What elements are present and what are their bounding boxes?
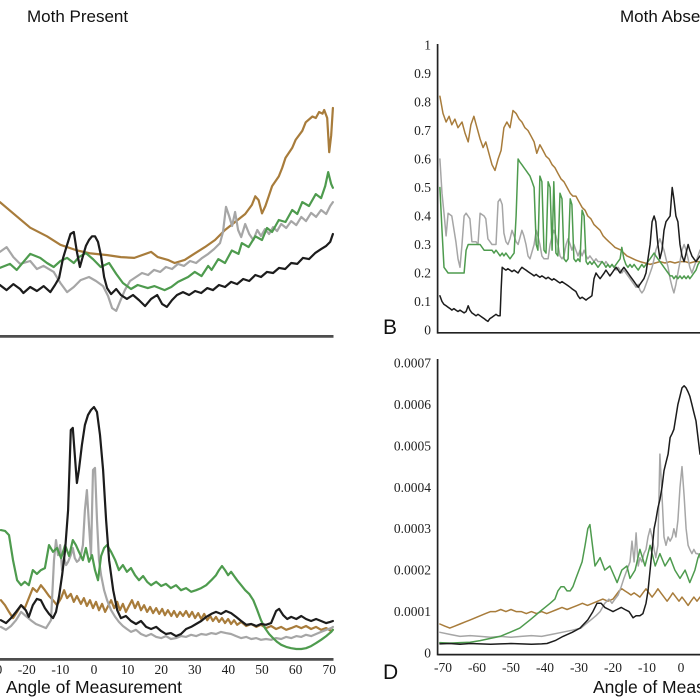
top-right-series-gray-line (439, 158, 700, 294)
top-right-y-tick-label: 1 (424, 38, 431, 53)
bottom-left-x-tick-label: 10 (121, 662, 135, 677)
bottom-right-x-tick-label: -70 (434, 660, 452, 675)
top-right-y-tick-label: 0.5 (414, 180, 431, 195)
top-right-y-tick-label: 0.9 (414, 66, 431, 81)
top-right-y-tick-label: 0.1 (414, 294, 431, 309)
bottom-left-series-gray-line (0, 466, 334, 641)
bottom-right-y-tick-label: 0.0003 (394, 521, 431, 536)
bottom-right-y-tick-label: 0.0001 (394, 604, 431, 619)
top-right-series-brown-line (439, 95, 700, 266)
bottom-right-x-tick-label: -20 (604, 660, 622, 675)
bottom-right-y-tick-label: 0.0006 (394, 397, 431, 412)
bottom-right-x-tick-label: -60 (468, 660, 486, 675)
top-right-series-green-line (439, 158, 700, 280)
bottom-right-y-tick-label: 0.0007 (394, 356, 431, 371)
bottom-left-x-tick-label: 50 (255, 662, 269, 677)
bottom-left-x-tick-label: 70 (322, 662, 336, 677)
top-right-y-tick-label: 0.7 (414, 123, 431, 138)
bottom-left-x-tick-label: 60 (289, 662, 303, 677)
bottom-left-x-tick-label: 30 (188, 662, 202, 677)
top-left-series-brown-line (0, 106, 334, 265)
bottom-left-x-tick-label: -20 (18, 662, 36, 677)
top-right-y-tick-label: 0.4 (414, 209, 431, 224)
panel-label-b: B (383, 316, 398, 339)
title-moth-absent: Moth Absent (620, 7, 700, 26)
bottom-right-x-tick-label: -10 (638, 660, 656, 675)
bottom-right-y-tick-label: 0.0002 (394, 563, 431, 578)
bottom-right-series-brown-line (439, 588, 700, 629)
bottom-right-x-tick-label: -40 (536, 660, 554, 675)
bottom-left-x-tick-label: 20 (154, 662, 168, 677)
top-left-series-gray-line (0, 201, 334, 312)
top-right-series-black-line (439, 186, 700, 323)
bottom-right-y-tick-label: 0.0005 (394, 438, 431, 453)
x-axis-label-left: Angle of Measurement (5, 677, 183, 697)
bottom-left-series-black-line (0, 405, 334, 638)
bottom-left-x-tick-label: 0 (91, 662, 98, 677)
bottom-left-x-tick-label: -10 (51, 662, 69, 677)
bottom-left-x-tick-label: 40 (222, 662, 236, 677)
top-right-y-tick-label: 0.6 (414, 152, 431, 167)
bottom-right-series-black-line (439, 385, 700, 646)
top-left-series-black-line (0, 230, 334, 308)
bottom-right-y-tick-label: 0.0004 (394, 480, 431, 495)
top-right-y-tick-label: 0.8 (414, 95, 431, 110)
bottom-right-x-tick-label: 0 (678, 660, 685, 675)
top-left-series-green-line (0, 171, 334, 292)
top-right-y-tick-label: 0 (424, 323, 431, 338)
bottom-left-x-tick-label: -30 (0, 662, 2, 677)
bottom-right-series-gray-line (439, 453, 700, 639)
top-right-y-tick-label: 0.3 (414, 237, 431, 252)
bottom-right-series-green-line (439, 523, 700, 644)
bottom-right-x-tick-label: -30 (570, 660, 588, 675)
bottom-left-series-green-line (0, 528, 334, 651)
x-axis-label-right: Angle of Measurement (592, 677, 700, 697)
bottom-right-y-tick-label: 0 (424, 646, 431, 661)
panel-label-d: D (383, 661, 399, 684)
top-right-y-tick-label: 0.2 (414, 266, 431, 281)
title-moth-present: Moth Present (27, 7, 129, 26)
bottom-right-x-tick-label: -50 (502, 660, 520, 675)
